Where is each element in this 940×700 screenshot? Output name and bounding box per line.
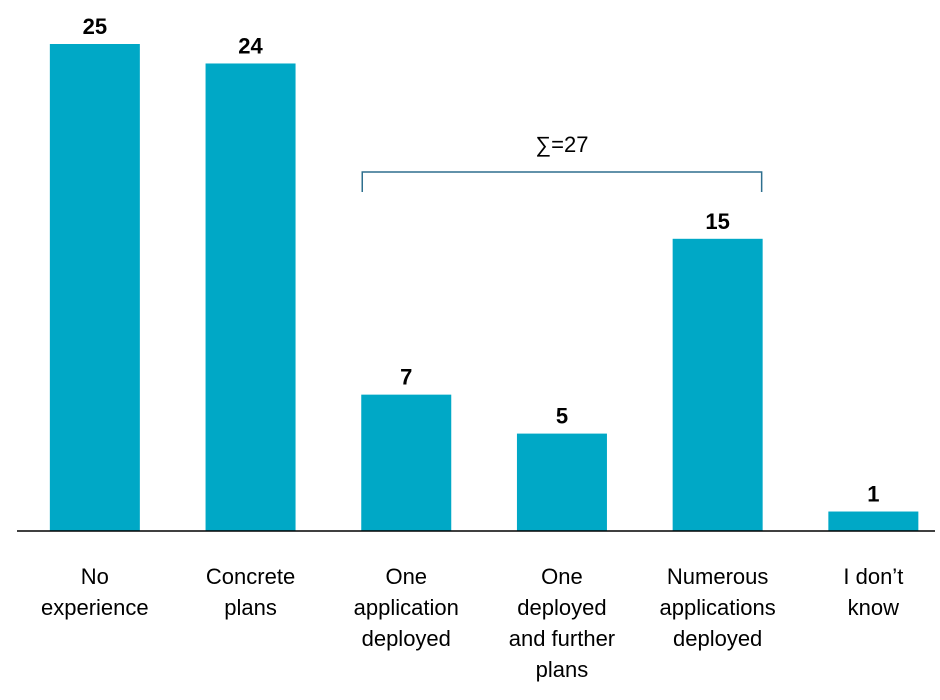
bar (516, 433, 607, 531)
x-tick-label: One application deployed (354, 564, 459, 651)
value-label: 5 (556, 404, 568, 429)
bar (205, 63, 296, 531)
value-label: 24 (238, 33, 263, 58)
x-tick-label: Concrete plans (206, 564, 295, 620)
bar (672, 238, 763, 532)
x-tick-label: Numerous applications deployed (660, 564, 776, 651)
x-tick-label: I don’t know (843, 564, 903, 620)
value-label: 7 (400, 365, 412, 390)
value-label: 1 (867, 482, 879, 507)
x-tick-label: One deployed and further plans (509, 564, 615, 682)
annotation: ∑=27 (535, 132, 588, 157)
bar (361, 394, 452, 531)
bar (828, 511, 919, 531)
value-label: 15 (705, 209, 729, 234)
bar (49, 44, 140, 531)
x-tick-label: No experience (41, 564, 149, 620)
value-label: 25 (83, 14, 107, 39)
bracket (361, 171, 763, 192)
